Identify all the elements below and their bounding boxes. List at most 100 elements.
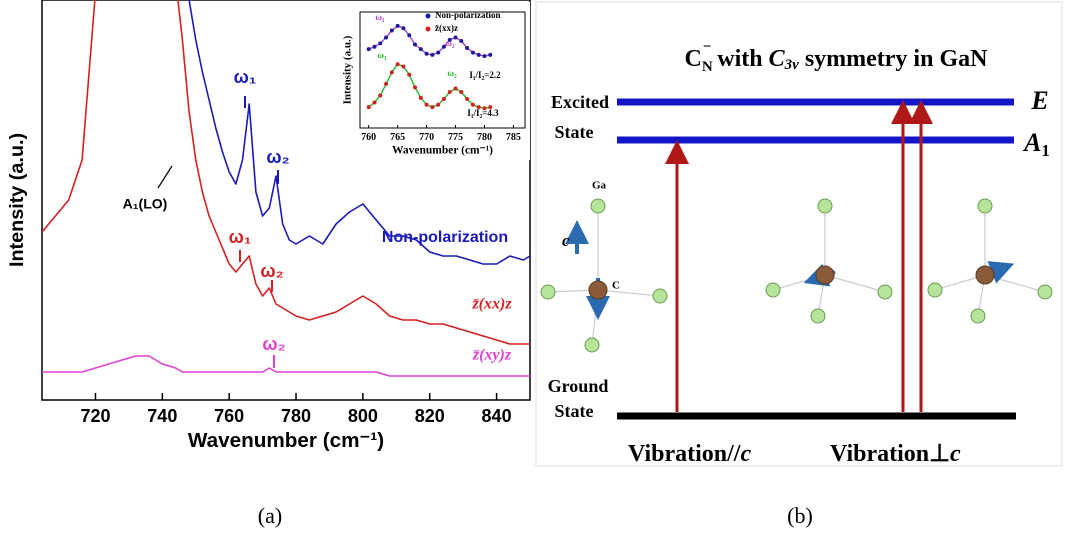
annotation: ω₂ [266, 147, 289, 167]
x-axis-label: Wavenumber (cm⁻¹) [392, 145, 493, 157]
atoms [540, 198, 1053, 353]
molecule [547, 206, 1046, 346]
data-point [436, 50, 441, 55]
x-tick-label: 840 [482, 406, 512, 426]
x-tick-label: 760 [214, 406, 244, 426]
plot-frame [359, 11, 526, 129]
annotation: ω₁ [377, 50, 387, 60]
data-point [418, 95, 423, 100]
data-point [378, 93, 383, 98]
level-label: E [1030, 86, 1048, 115]
diagram-title: CN− with C3v symmetry in GaN [685, 39, 989, 75]
x-tick-label: 760 [361, 132, 376, 143]
x-tick-label: 770 [419, 132, 434, 143]
annotation: ω₁ [375, 12, 385, 22]
data-point [441, 97, 446, 101]
data-point [476, 52, 481, 57]
annotation: ω₂ [260, 261, 283, 281]
legend-marker [425, 13, 431, 19]
data-point [447, 90, 452, 95]
caption: (b) [787, 503, 813, 528]
data-point [465, 97, 470, 101]
annotation: I₁/I₂=2.2 [469, 70, 501, 80]
panel-a: 720 740 760 780 800 820 840 Wavenumber (cm⁻¹) In… [6, 0, 531, 452]
data-point [389, 28, 394, 33]
data-point [459, 39, 464, 43]
series-line [42, 0, 530, 345]
data-point [413, 85, 417, 90]
series-line [188, 0, 530, 265]
annotation: ω₂ [447, 68, 457, 78]
data-point [465, 45, 470, 50]
caption: (a) [258, 503, 282, 528]
annotation: ω₁ [229, 227, 252, 247]
x-tick-label: 740 [147, 406, 177, 426]
legend-label: z̄(xx)z [435, 23, 458, 33]
data-point [476, 105, 481, 110]
title-part: symmetry in GaN [799, 46, 988, 72]
vector-symbol: c⃗ [950, 441, 979, 467]
level-label-main: A [1022, 128, 1041, 157]
data-point [384, 35, 389, 40]
x-tick-label: 720 [80, 406, 110, 426]
title-part: C [685, 46, 702, 72]
annotation: ω₂ [445, 38, 455, 48]
data-point [366, 105, 371, 110]
annotation: A₁(LO) [123, 196, 168, 212]
plot-frame [41, 0, 531, 401]
data-point [447, 37, 452, 42]
data-point [418, 47, 423, 52]
data-point [430, 105, 435, 110]
series-label: z̄(xy)z [472, 347, 512, 364]
data-point [441, 44, 446, 49]
level-label-sub: 1 [1041, 141, 1050, 160]
vibration-label: Vibration//c⃗ [628, 441, 770, 467]
x-tick-label: 765 [390, 132, 405, 143]
y-axis-label: Intensity (a.u.) [6, 133, 28, 267]
x-tick-label: 780 [477, 132, 492, 143]
vibration-label: Vibration⊥c⃗ [830, 441, 979, 467]
title-part: 3v [784, 57, 800, 73]
data-point [401, 64, 406, 69]
title-part: C [769, 46, 786, 72]
excited-label: State [555, 122, 594, 142]
data-point [470, 102, 475, 107]
data-point [372, 44, 377, 49]
annotation-arrow [157, 165, 173, 189]
annotation: ω₁ [234, 67, 257, 87]
carbon-atoms [588, 265, 995, 300]
ground-label: State [555, 401, 594, 421]
series-line [368, 25, 491, 57]
c-axis-label: c⃗ [562, 231, 583, 250]
level-label: A1 [1022, 128, 1050, 160]
title-part: with [711, 46, 768, 72]
series-line [42, 355, 530, 377]
x-tick-label: 780 [281, 406, 311, 426]
data-point [482, 106, 487, 111]
panel-frame [535, 1, 1063, 467]
data-point [401, 26, 406, 31]
data-point [453, 35, 458, 40]
data-point [384, 81, 389, 86]
data-point [389, 70, 394, 75]
data-point [482, 54, 487, 59]
legend-label: Non-polarization [435, 10, 501, 20]
series-label: Non-polarization [382, 229, 508, 246]
title-part: − [703, 39, 712, 55]
y-axis-label: Intensity (a.u.) [342, 35, 354, 104]
inset-background [320, 2, 530, 160]
data-point [407, 72, 412, 77]
data-point [378, 41, 383, 46]
chart: 760 765 770 775 780 785 Wavenumber (cm⁻¹) Inten… [320, 2, 530, 160]
vibration-arrows [565, 220, 1015, 320]
data-point [430, 52, 435, 57]
data-point [407, 33, 412, 38]
data-point [395, 62, 400, 67]
data-point [453, 86, 458, 91]
data-point [488, 105, 493, 110]
vibration-text: Vibration⊥ [830, 441, 950, 467]
series-line [368, 63, 491, 109]
legend-marker [425, 26, 431, 32]
atom-label: Ga [592, 180, 607, 192]
